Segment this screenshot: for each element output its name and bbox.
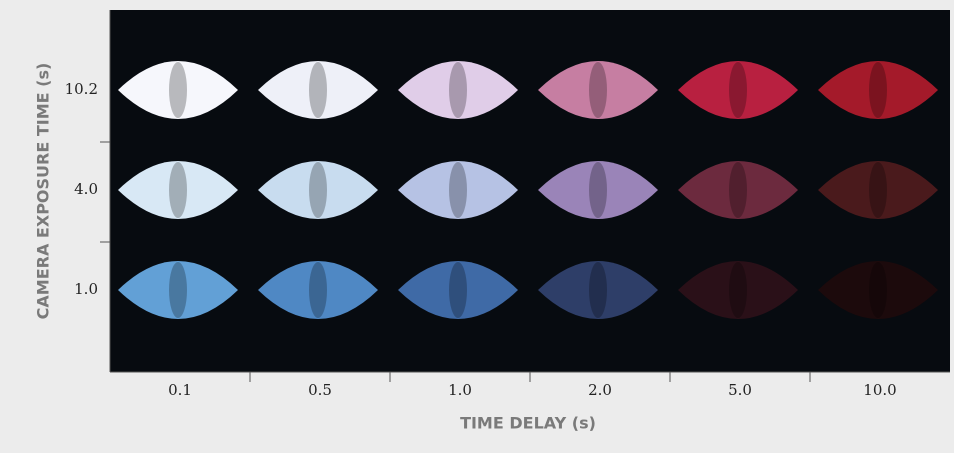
gem-shade <box>309 262 327 318</box>
gem <box>398 161 518 219</box>
gem-shade <box>869 162 887 218</box>
gem-shade <box>309 162 327 218</box>
y-tick-label: 10.2 <box>65 80 98 98</box>
gem <box>118 261 238 319</box>
gem <box>678 61 798 119</box>
gem-shade <box>589 62 607 118</box>
y-tick-label: 1.0 <box>74 280 98 298</box>
gem-shade <box>729 262 747 318</box>
gem <box>258 161 378 219</box>
gem-shade <box>169 162 187 218</box>
gem <box>118 61 238 119</box>
gem <box>398 61 518 119</box>
gem-shade <box>729 162 747 218</box>
gem <box>118 161 238 219</box>
gem <box>398 261 518 319</box>
image-panel <box>110 10 950 372</box>
gem-shade <box>729 62 747 118</box>
gem-shade <box>449 62 467 118</box>
x-tick-label: 0.5 <box>308 381 332 399</box>
gem-shade <box>309 62 327 118</box>
gem <box>678 161 798 219</box>
gem <box>538 61 658 119</box>
gem-shade <box>589 262 607 318</box>
x-axis-label: TIME DELAY (s) <box>460 414 596 433</box>
x-tick-label: 2.0 <box>588 381 612 399</box>
gem <box>258 261 378 319</box>
gem-shade <box>449 262 467 318</box>
gem-shade <box>589 162 607 218</box>
gem-shade <box>869 262 887 318</box>
y-tick-label: 4.0 <box>74 180 98 198</box>
gem <box>678 261 798 319</box>
gem <box>538 261 658 319</box>
gem-shade <box>169 62 187 118</box>
gem <box>538 161 658 219</box>
gem-shade <box>169 262 187 318</box>
gem <box>258 61 378 119</box>
x-tick-label: 0.1 <box>168 381 192 399</box>
gem <box>818 61 938 119</box>
x-tick-label: 5.0 <box>728 381 752 399</box>
x-tick-label: 10.0 <box>863 381 896 399</box>
gem-shade <box>449 162 467 218</box>
gem <box>818 161 938 219</box>
x-tick-label: 1.0 <box>448 381 472 399</box>
gem <box>818 261 938 319</box>
y-axis-label: CAMERA EXPOSURE TIME (s) <box>34 63 53 320</box>
gem-shade <box>869 62 887 118</box>
